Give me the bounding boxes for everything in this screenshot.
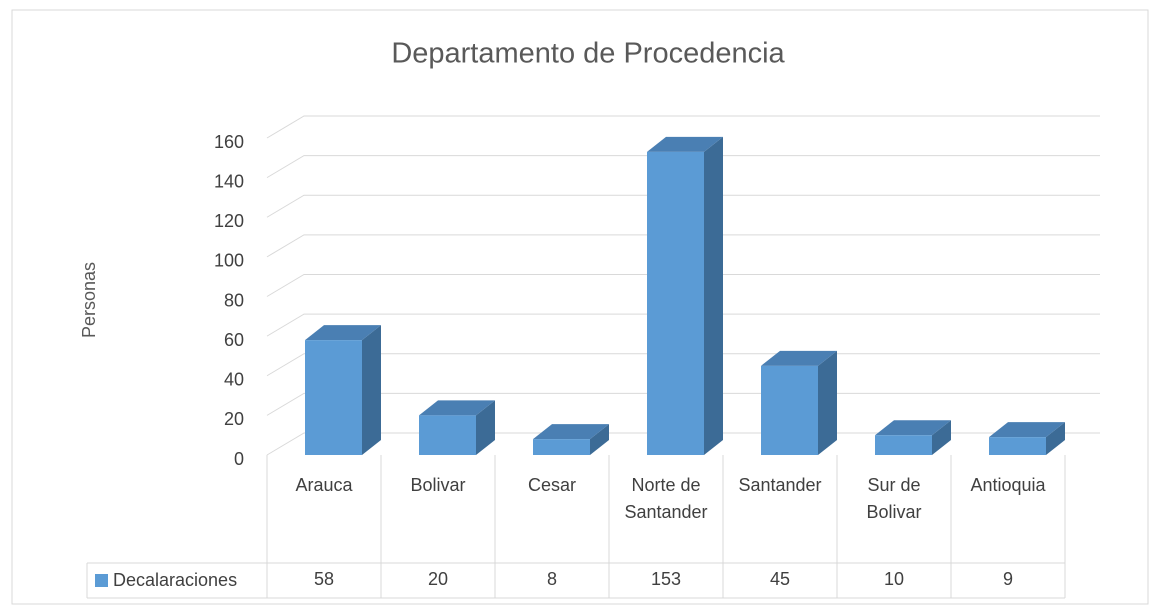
bar-front [989,437,1046,455]
y-tick-label: 60 [224,330,244,350]
table-value: 45 [769,569,791,589]
grid-line [266,194,1100,218]
bar-top [761,350,837,366]
y-tick-label: 120 [214,211,244,231]
bar-side [362,325,381,455]
bar-side [476,400,495,455]
table-value: 9 [1002,569,1013,589]
bar [875,420,951,455]
table-value: 10 [883,569,905,589]
chart-border [11,9,1149,605]
bar [989,422,1065,455]
bar-top [989,422,1065,438]
bar-front [761,365,818,455]
table-value: 8 [546,569,557,589]
y-tick-label: 20 [224,409,244,429]
legend-key [95,574,108,587]
bar-top [419,400,495,416]
bar [419,400,495,455]
bar-front [875,435,932,455]
bar [761,350,837,455]
x-tick-label: Cesar [527,475,576,495]
y-axis-title: Personas [79,262,99,338]
grid-line [266,234,1100,258]
bar-front [305,340,362,455]
x-tick-label: Santander [738,475,822,495]
grid-line [266,274,1100,297]
grid-line [266,115,1100,139]
x-tick-label: Bolivar [410,475,466,495]
legend-label: Decalaraciones [113,570,237,590]
y-tick-label: 80 [224,290,244,310]
bar [533,424,609,455]
grid-line [266,313,1100,337]
bar [647,136,723,455]
bar-top [875,420,951,436]
bar-side [1046,422,1065,455]
y-tick-label: 140 [214,171,244,191]
table-value: 153 [650,569,682,589]
bar-side [704,136,723,455]
chart-title: Departamento de Procedencia [391,38,785,70]
bar-top [647,136,723,152]
x-tick-label: Arauca [295,475,353,495]
y-tick-label: 40 [224,370,244,390]
bar-top [533,424,609,440]
bar [305,325,381,455]
bar-front [419,415,476,455]
bar-top [305,325,381,341]
grid-line [266,155,1100,179]
x-tick-label: Antioquia [970,475,1046,495]
bar-side [932,420,951,455]
x-tick-label: Sur de Bolivar [866,475,922,522]
x-tick-label: Norte de Santander [624,475,708,522]
bar-front [533,439,590,455]
table-value: 20 [427,569,449,589]
bar-side [590,424,609,455]
y-tick-label: 0 [234,449,244,469]
bar-side [818,350,837,455]
bar-front [647,151,704,455]
y-tick-label: 160 [214,132,244,152]
y-tick-label: 100 [214,251,244,271]
table-value: 58 [313,569,335,589]
